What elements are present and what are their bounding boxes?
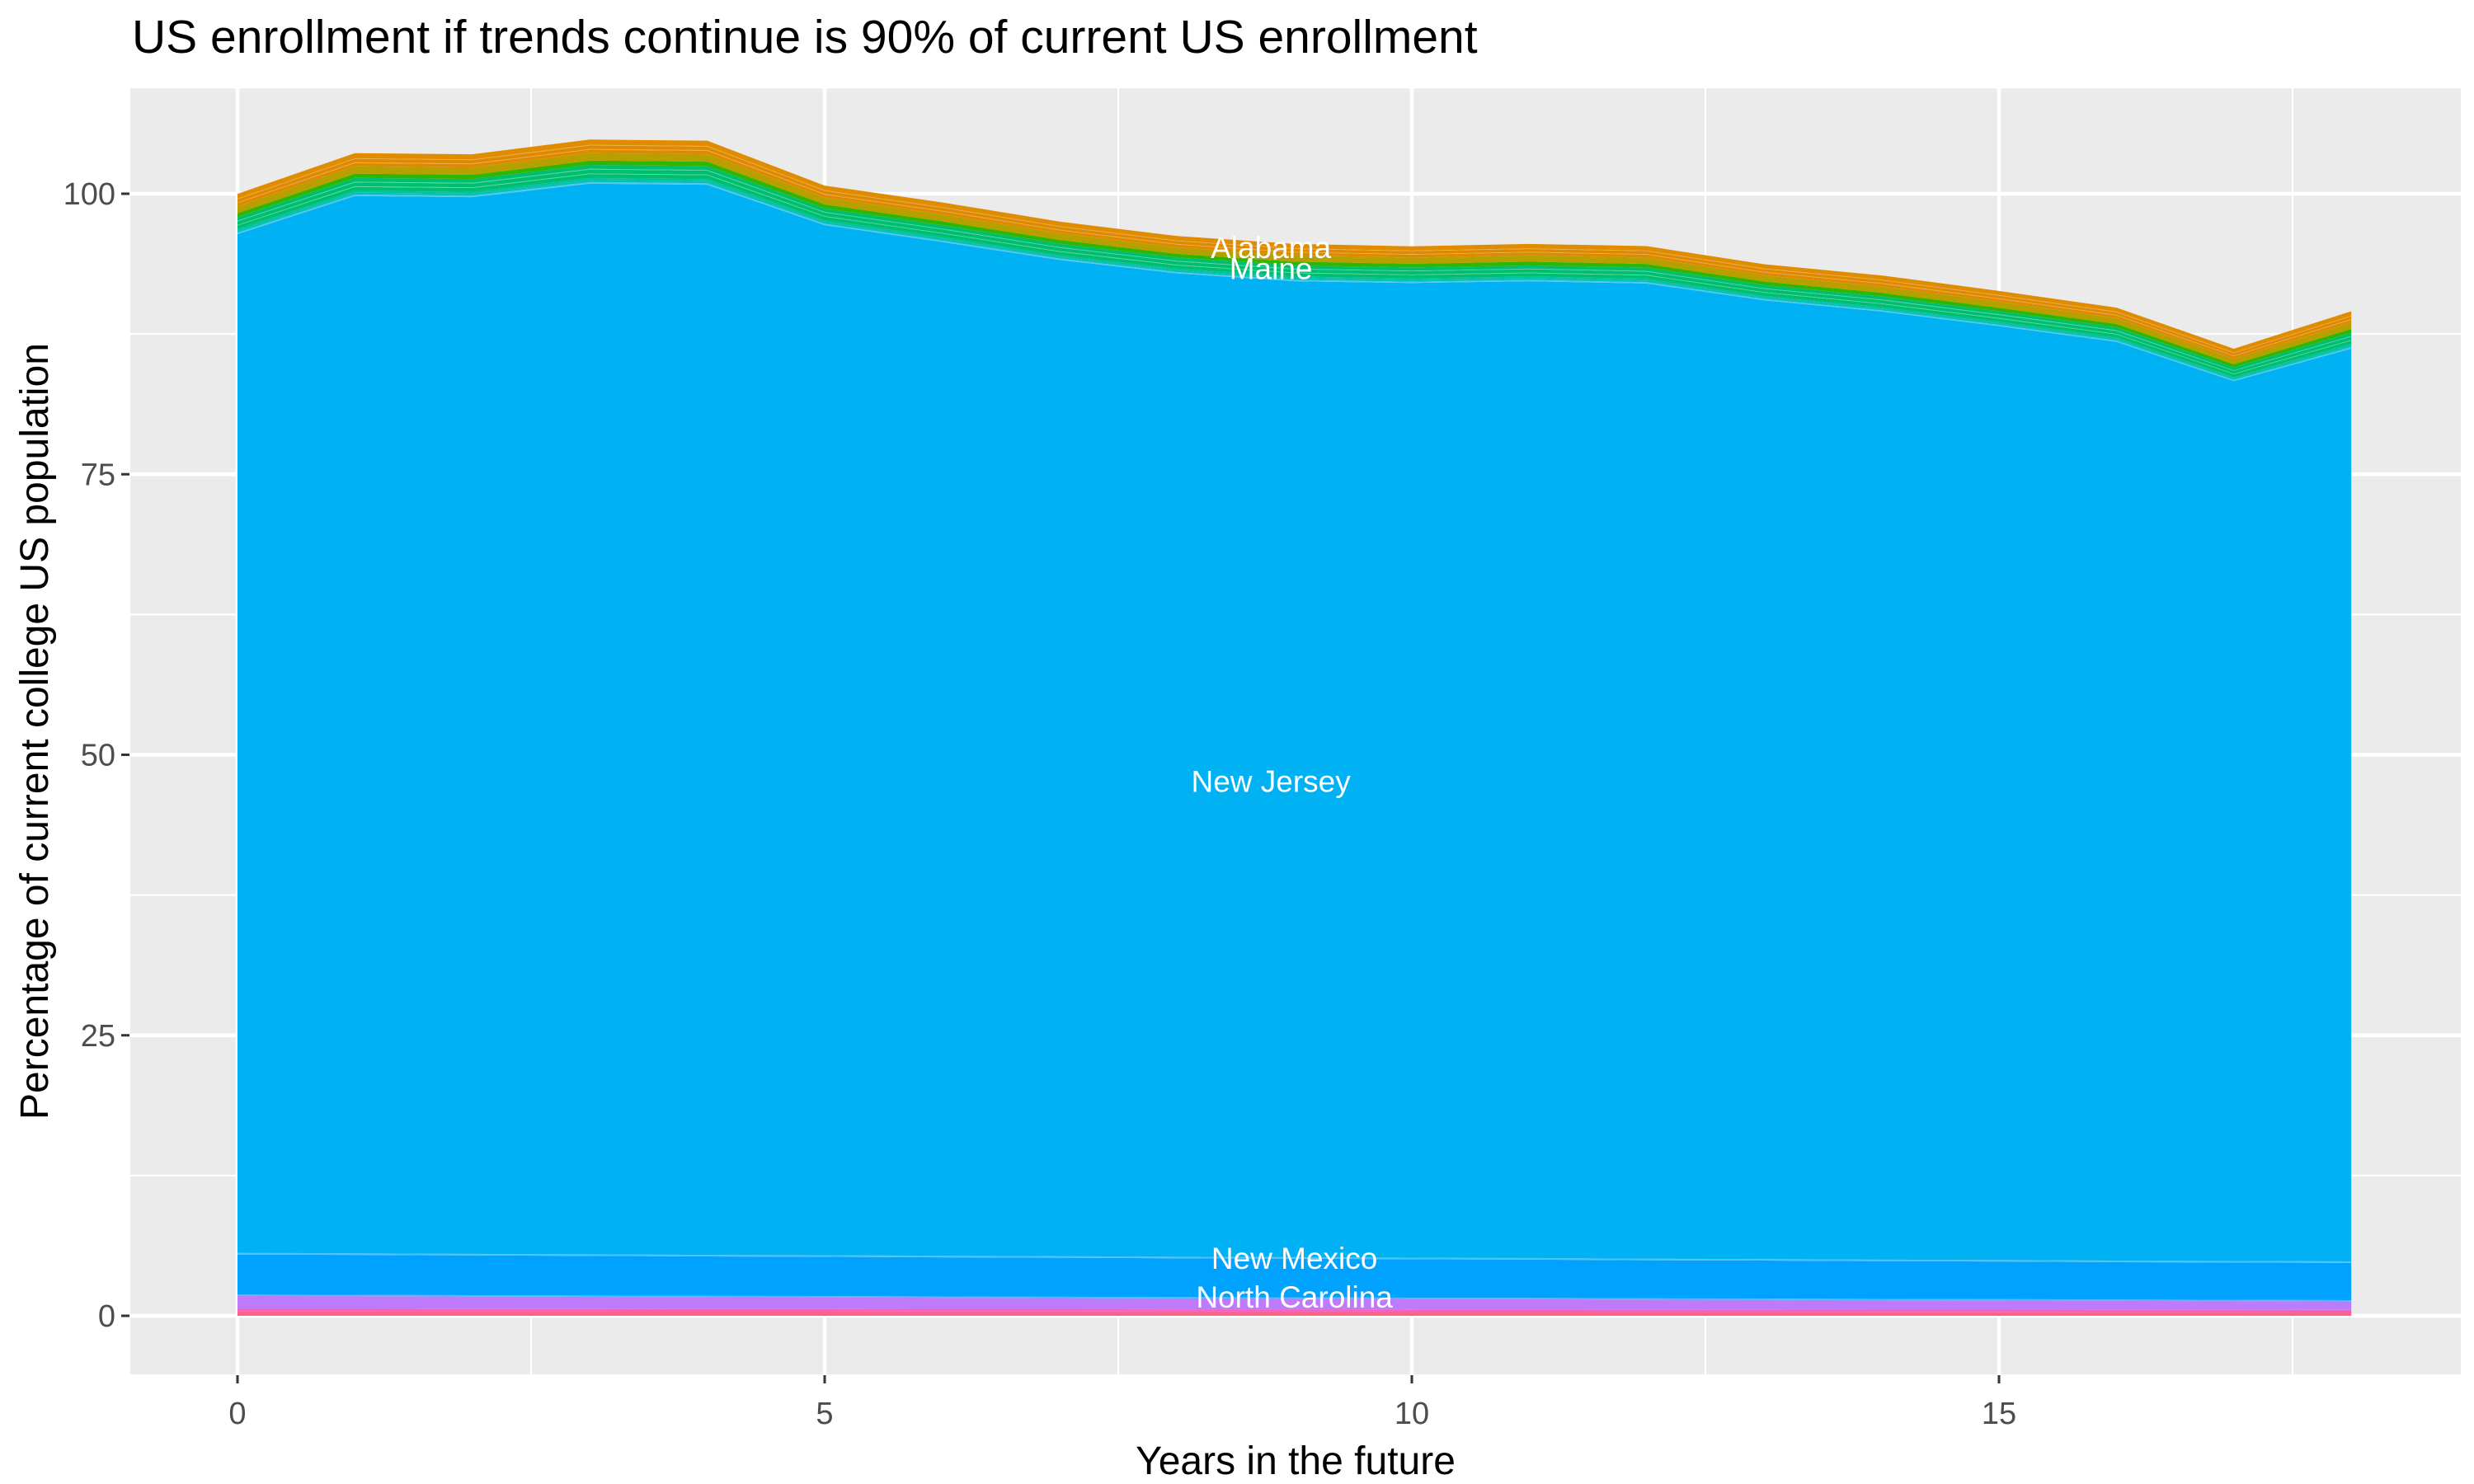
x-tick-label: 0 <box>228 1397 246 1431</box>
y-tick-label: 50 <box>81 739 115 773</box>
area-band-maine <box>238 169 2352 374</box>
area-band-alabama <box>238 145 2352 356</box>
area-band-rose <box>238 1311 2352 1316</box>
x-axis-title: Years in the future <box>1136 1439 1456 1483</box>
state-label-alabama: Alabama <box>1211 231 1331 265</box>
area-band-orange-1 <box>238 149 2352 359</box>
area-band-new-jersey <box>238 183 2352 1261</box>
y-tick-label: 0 <box>98 1299 115 1334</box>
area-band-stripe-4 <box>238 144 2352 354</box>
area-band-thin-blue <box>238 1294 2352 1302</box>
area-band-green <box>238 160 2352 368</box>
y-tick-label: 25 <box>81 1019 115 1054</box>
y-tick-label: 75 <box>81 458 115 492</box>
area-band-north-carolina <box>238 1295 2352 1310</box>
area-band-orange-3 <box>238 139 2352 353</box>
chart-title: US enrollment if trends continue is 90% … <box>132 11 1478 63</box>
x-tick-label: 15 <box>1982 1397 2016 1431</box>
area-band-new-mexico <box>238 1254 2352 1300</box>
state-label-maine: Maine <box>1230 252 1313 286</box>
state-label-north-carolina: North Carolina <box>1196 1280 1393 1314</box>
x-tick-label: 5 <box>816 1397 833 1431</box>
state-label-new-mexico: New Mexico <box>1211 1242 1378 1275</box>
area-band-olive <box>238 153 2352 364</box>
state-label-new-jersey: New Jersey <box>1191 765 1351 799</box>
area-band-magenta <box>238 1308 2352 1313</box>
y-tick-label: 100 <box>63 177 115 212</box>
area-band-emerald-1 <box>238 174 2352 378</box>
area-band-sliver-blue <box>238 1252 2352 1263</box>
area-band-emerald-3 <box>238 165 2352 371</box>
y-axis-title: Percentage of current college US populat… <box>13 343 57 1120</box>
x-tick-label: 10 <box>1395 1397 1429 1431</box>
